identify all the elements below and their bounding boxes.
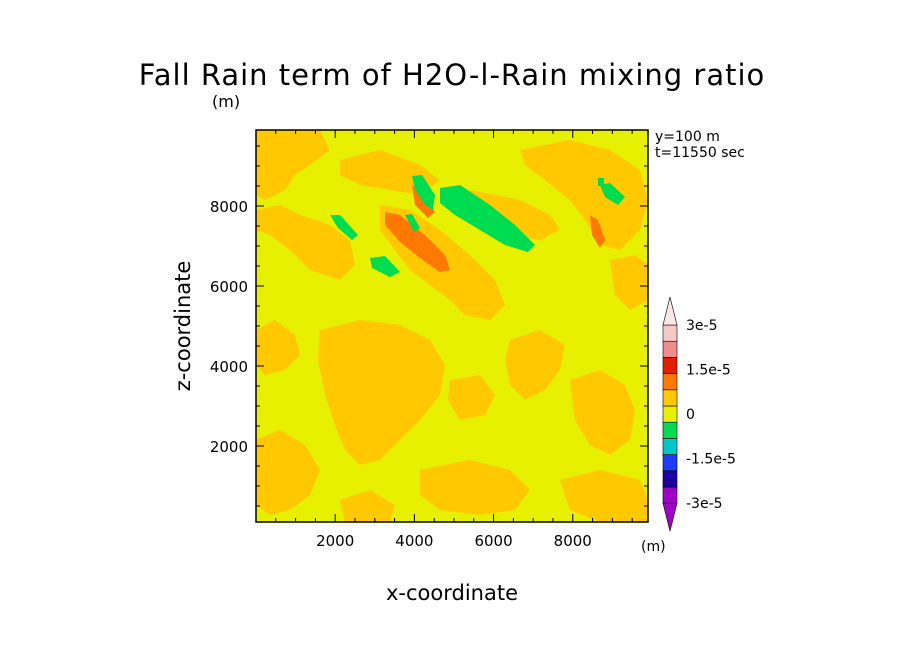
colorbar-swatch — [662, 486, 678, 504]
region-small-1 — [448, 375, 495, 420]
colorbar-label: 0 — [686, 407, 695, 423]
colorbar-top-arrow — [662, 296, 678, 326]
region-left-band — [256, 205, 355, 280]
y-tick-label: 2000 — [210, 438, 248, 456]
y-axis-ticks: 2000 4000 6000 8000 — [210, 145, 648, 507]
green-band-small-6 — [598, 178, 604, 186]
colorbar-swatch — [662, 470, 678, 488]
x-tick-label: 4000 — [395, 532, 433, 550]
colorbar-swatch — [662, 373, 678, 391]
region-right-lower — [570, 370, 635, 455]
info-y: y=100 m — [655, 129, 720, 145]
region-mid-right — [505, 330, 565, 400]
x-axis-label: x-coordinate — [386, 581, 518, 605]
contour-fields — [256, 130, 648, 522]
region-top-right — [520, 140, 648, 250]
region-top-left — [256, 130, 330, 200]
y-axis-label: z-coordinate — [171, 261, 195, 392]
region-bottom-center — [420, 460, 530, 515]
colorbar-swatch — [662, 454, 678, 472]
green-band-small-4 — [370, 256, 400, 277]
region-bottom-right — [560, 470, 648, 522]
x-tick-label: 8000 — [554, 532, 592, 550]
region-right-mid — [610, 255, 648, 310]
colorbar-unit: (m) — [641, 539, 666, 555]
title-unit: (m) — [212, 92, 241, 111]
colorbar-swatch — [662, 438, 678, 455]
region-left-mid — [256, 320, 300, 375]
green-band-small-3 — [330, 215, 358, 240]
x-tick-label: 2000 — [316, 532, 354, 550]
y-tick-label: 6000 — [210, 278, 248, 296]
colorbar-swatch — [662, 421, 678, 439]
region-small-2 — [340, 490, 395, 522]
colorbar-label: 1.5e-5 — [686, 363, 731, 379]
green-regions — [330, 175, 625, 277]
colorbar-label: -1.5e-5 — [686, 452, 736, 468]
darkorange-band-3 — [590, 215, 605, 248]
colorbar-label: -3e-5 — [686, 496, 723, 512]
colorbar-swatch — [662, 389, 678, 407]
chart-title: Fall Rain term of H2O-l-Rain mixing rati… — [138, 58, 766, 92]
y-tick-label: 4000 — [210, 358, 248, 376]
green-band-main — [440, 185, 535, 252]
info-box: y=100 m t=11550 sec — [655, 129, 745, 161]
colorbar-label: 3e-5 — [686, 318, 717, 334]
region-center-big — [318, 320, 445, 465]
colorbar-swatch — [662, 324, 678, 342]
colorbar: 3e-5 1.5e-5 0 -1.5e-5 -3e-5 (m) — [641, 296, 736, 555]
green-band-small-1 — [412, 175, 435, 210]
darkorange-band-1 — [385, 212, 450, 272]
green-band-small-2 — [405, 214, 420, 232]
colorbar-swatch — [662, 357, 678, 374]
colorbar-swatch — [662, 340, 678, 358]
colorbar-swatch — [662, 405, 678, 423]
x-tick-label: 6000 — [474, 532, 512, 550]
region-center-right — [470, 190, 560, 240]
green-band-small-5 — [600, 183, 625, 205]
colorbar-bottom-arrow — [662, 502, 678, 532]
region-bottom-left — [256, 430, 320, 515]
info-t: t=11550 sec — [655, 145, 745, 161]
x-axis-ticks: 2000 4000 6000 8000 — [275, 130, 633, 550]
y-tick-label: 8000 — [210, 198, 248, 216]
